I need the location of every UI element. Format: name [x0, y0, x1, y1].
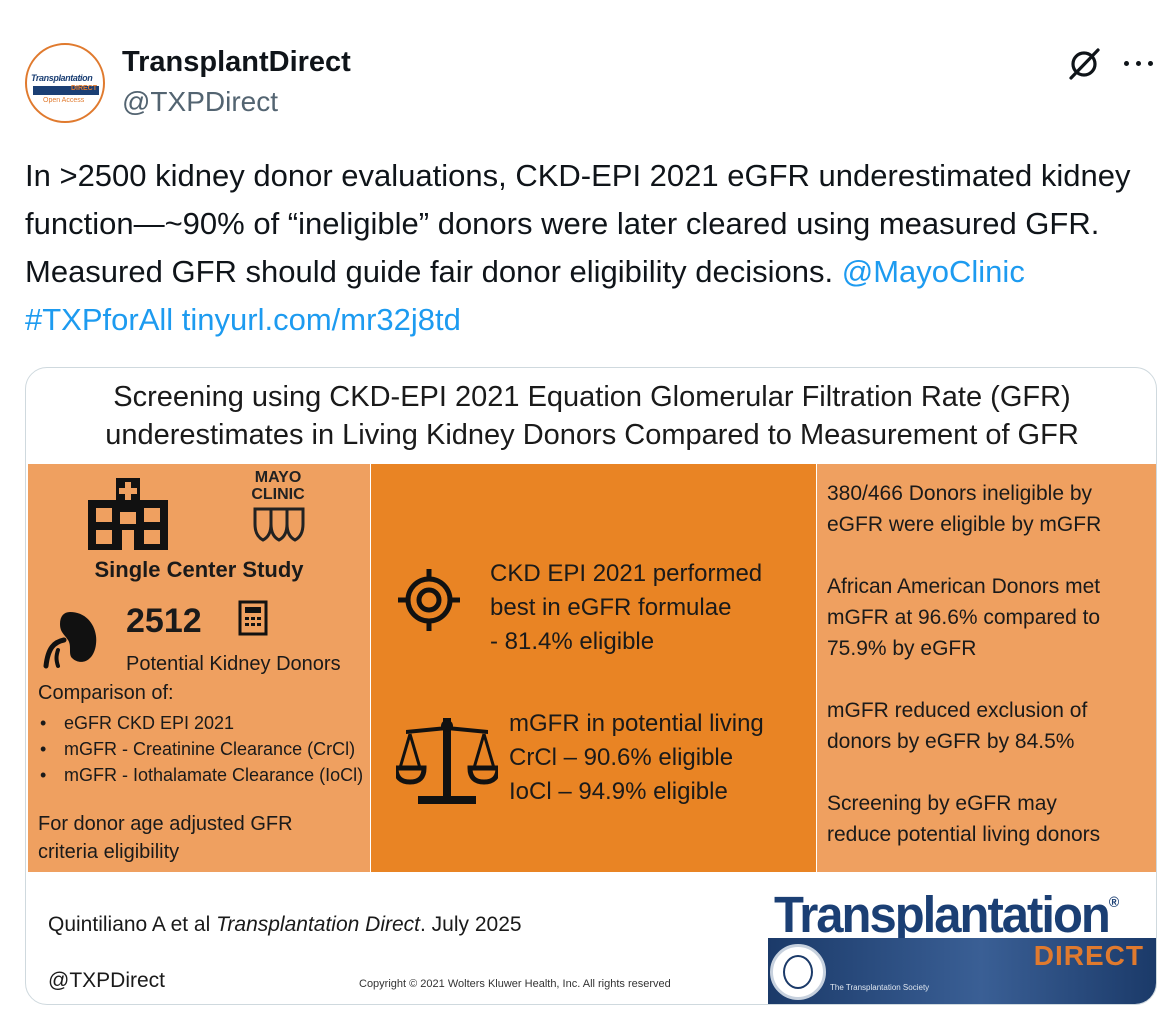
balance-scale-icon — [396, 718, 498, 804]
calculator-icon — [238, 600, 268, 636]
citation-authors: Quintiliano A et al — [48, 913, 217, 936]
grok-icon[interactable] — [1066, 46, 1102, 82]
copyright-text: Copyright © 2021 Wolters Kluwer Health, … — [359, 978, 671, 990]
avatar-logo: Transplantation DIRECT Open Access — [31, 65, 101, 104]
infographic-title: Screening using CKD-EPI 2021 Equation Gl… — [26, 378, 1156, 454]
mayo-shield-icon — [253, 507, 305, 542]
age-criteria-note: For donor age adjusted GFR criteria elig… — [38, 813, 293, 863]
tweet-text: In >2500 kidney donor evaluations, CKD-E… — [25, 152, 1165, 344]
donor-count: 2512 — [126, 602, 202, 640]
society-name: The Transplantation Society — [830, 983, 930, 992]
target-icon — [398, 569, 460, 631]
url-link[interactable]: tinyurl.com/mr32j8td — [181, 302, 461, 337]
tweet-body: In >2500 kidney donor evaluations, CKD-E… — [25, 158, 1131, 289]
user-handle[interactable]: @TXPDirect — [122, 86, 278, 117]
results-panel: CKD EPI 2021 performed best in eGFR form… — [371, 464, 816, 872]
mgfr-result: mGFR in potential living CrCl – 90.6% el… — [509, 710, 764, 805]
infographic-title-line1: Screening using CKD-EPI 2021 Equation Gl… — [113, 381, 1071, 413]
citation-journal: Transplantation Direct — [216, 913, 420, 936]
finding-item: Screening by eGFR may reduce potential l… — [827, 792, 1101, 846]
study-panel: MAYO CLINIC Single Center Study 2512 Pot… — [28, 464, 370, 872]
mayo-label: MAYO CLINIC — [251, 469, 305, 503]
hospital-icon — [88, 478, 168, 550]
avatar-open-access: Open Access — [43, 97, 85, 104]
finding-item: 380/466 Donors ineligible by eGFR were e… — [827, 482, 1102, 536]
avatar[interactable]: Transplantation DIRECT Open Access — [25, 43, 105, 123]
journal-logo-direct: DIRECT — [1033, 940, 1144, 971]
comparison-list: eGFR CKD EPI 2021 mGFR - Creatinine Clea… — [38, 710, 368, 788]
registered-mark: ® — [1108, 893, 1120, 911]
avatar-logo-direct: DIRECT — [70, 85, 97, 92]
mention-link[interactable]: @MayoClinic — [841, 254, 1025, 289]
study-type: Single Center Study — [94, 557, 304, 582]
mayo-clinic-logo-text: MAYO CLINIC — [243, 469, 313, 503]
footer-handle: @TXPDirect — [48, 969, 165, 992]
journal-logo-text: Transplantation — [774, 886, 1111, 944]
comparison-item: mGFR - Iothalamate Clearance (IoCl) — [38, 762, 368, 788]
comparison-item: eGFR CKD EPI 2021 — [38, 710, 368, 736]
citation: Quintiliano A et al Transplantation Dire… — [48, 913, 522, 937]
journal-logo-word: Transplantation® — [774, 871, 1119, 946]
finding-item: African American Donors met mGFR at 96.6… — [827, 575, 1101, 660]
journal-logo-band: DIRECT The Transplantation Society — [768, 938, 1156, 1004]
society-seal-icon — [770, 944, 826, 1000]
donor-label: Potential Kidney Donors — [126, 653, 341, 675]
more-options-icon[interactable] — [1122, 58, 1156, 70]
display-name[interactable]: TransplantDirect — [122, 46, 351, 78]
comparison-item: mGFR - Creatinine Clearance (CrCl) — [38, 736, 368, 762]
avatar-logo-title: Transplantation — [31, 73, 93, 83]
finding-item: mGFR reduced exclusion of donors by eGFR… — [827, 699, 1088, 753]
comparison-heading: Comparison of: — [38, 682, 174, 704]
citation-date: . July 2025 — [420, 913, 522, 936]
findings-panel: 380/466 Donors ineligible by eGFR were e… — [817, 464, 1156, 872]
avatar-logo-bar — [33, 86, 99, 95]
tweet-media-image[interactable]: Screening using CKD-EPI 2021 Equation Gl… — [25, 367, 1157, 1005]
ckd-epi-result: CKD EPI 2021 performed best in eGFR form… — [490, 560, 763, 655]
hashtag-link[interactable]: #TXPforAll — [25, 302, 174, 337]
kidney-icon — [43, 612, 97, 669]
infographic-title-line2: underestimates in Living Kidney Donors C… — [105, 419, 1079, 451]
